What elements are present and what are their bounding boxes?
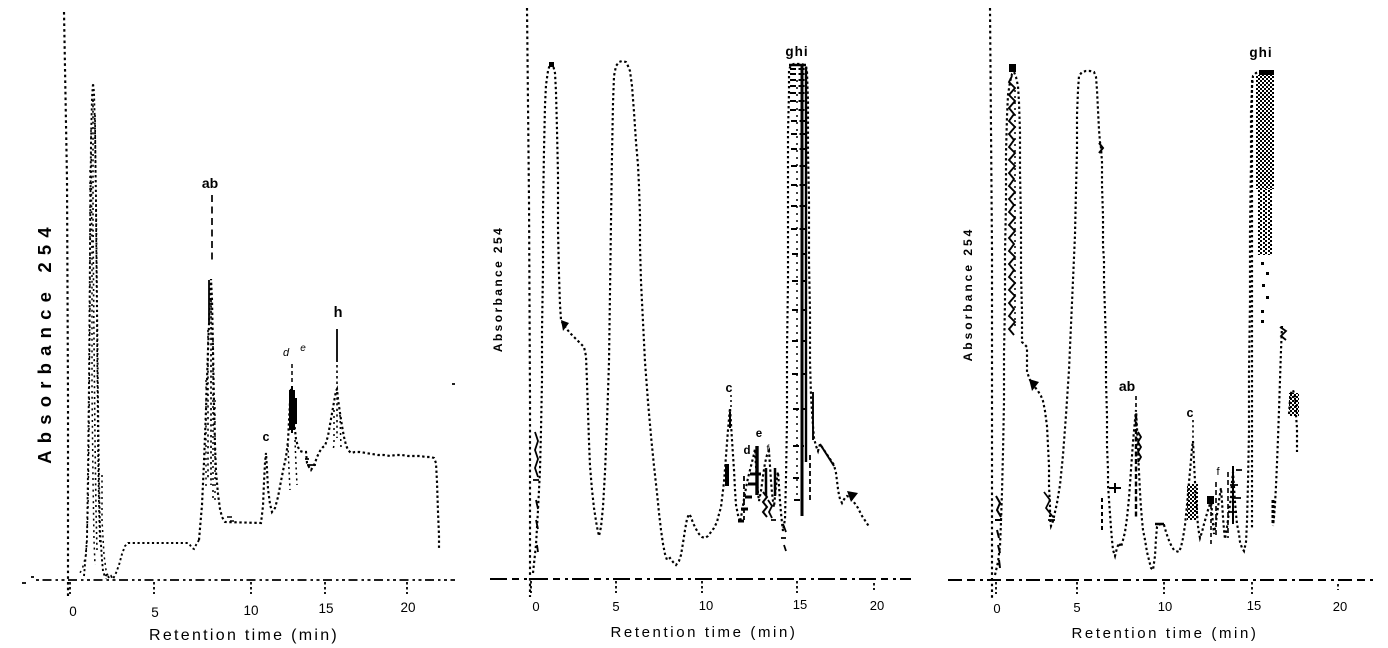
svg-text:Absorbance 254: Absorbance 254 [491, 226, 505, 352]
svg-text:20: 20 [1333, 599, 1347, 614]
svg-text:0: 0 [532, 599, 539, 614]
svg-text:15: 15 [793, 597, 807, 612]
svg-text:20: 20 [870, 598, 884, 613]
svg-text:c: c [726, 381, 733, 395]
svg-text:ghi: ghi [1249, 45, 1272, 60]
svg-text:Retention time (min): Retention time (min) [149, 627, 339, 644]
svg-text:f: f [767, 443, 770, 455]
svg-text:5: 5 [612, 599, 619, 614]
svg-text:ab: ab [202, 175, 218, 191]
svg-text:Retention time (min): Retention time (min) [610, 624, 797, 641]
svg-text:d: d [283, 347, 290, 359]
svg-text:Absorbance 254: Absorbance 254 [961, 227, 975, 362]
svg-text:c: c [263, 430, 270, 444]
svg-text:e: e [300, 343, 306, 354]
svg-text:0: 0 [993, 601, 1000, 616]
svg-text:f: f [1216, 466, 1220, 478]
svg-text:15: 15 [1247, 598, 1261, 613]
svg-text:Retention time (min): Retention time (min) [1071, 625, 1258, 642]
svg-text:ab: ab [1119, 378, 1135, 394]
svg-text:c: c [1187, 406, 1194, 420]
svg-text:20: 20 [400, 600, 415, 615]
svg-text:h: h [334, 305, 343, 321]
svg-text:15: 15 [318, 601, 333, 616]
svg-text:10: 10 [1158, 599, 1172, 614]
svg-text:5: 5 [151, 605, 159, 620]
svg-text:Absorbance 254: Absorbance 254 [34, 220, 55, 464]
svg-text:ghi: ghi [785, 44, 808, 59]
svg-text:e: e [756, 428, 762, 440]
svg-text:0: 0 [69, 604, 77, 619]
svg-text:10: 10 [243, 603, 258, 618]
svg-text:10: 10 [699, 598, 713, 613]
svg-text:5: 5 [1073, 600, 1080, 615]
svg-text:d: d [743, 445, 750, 457]
